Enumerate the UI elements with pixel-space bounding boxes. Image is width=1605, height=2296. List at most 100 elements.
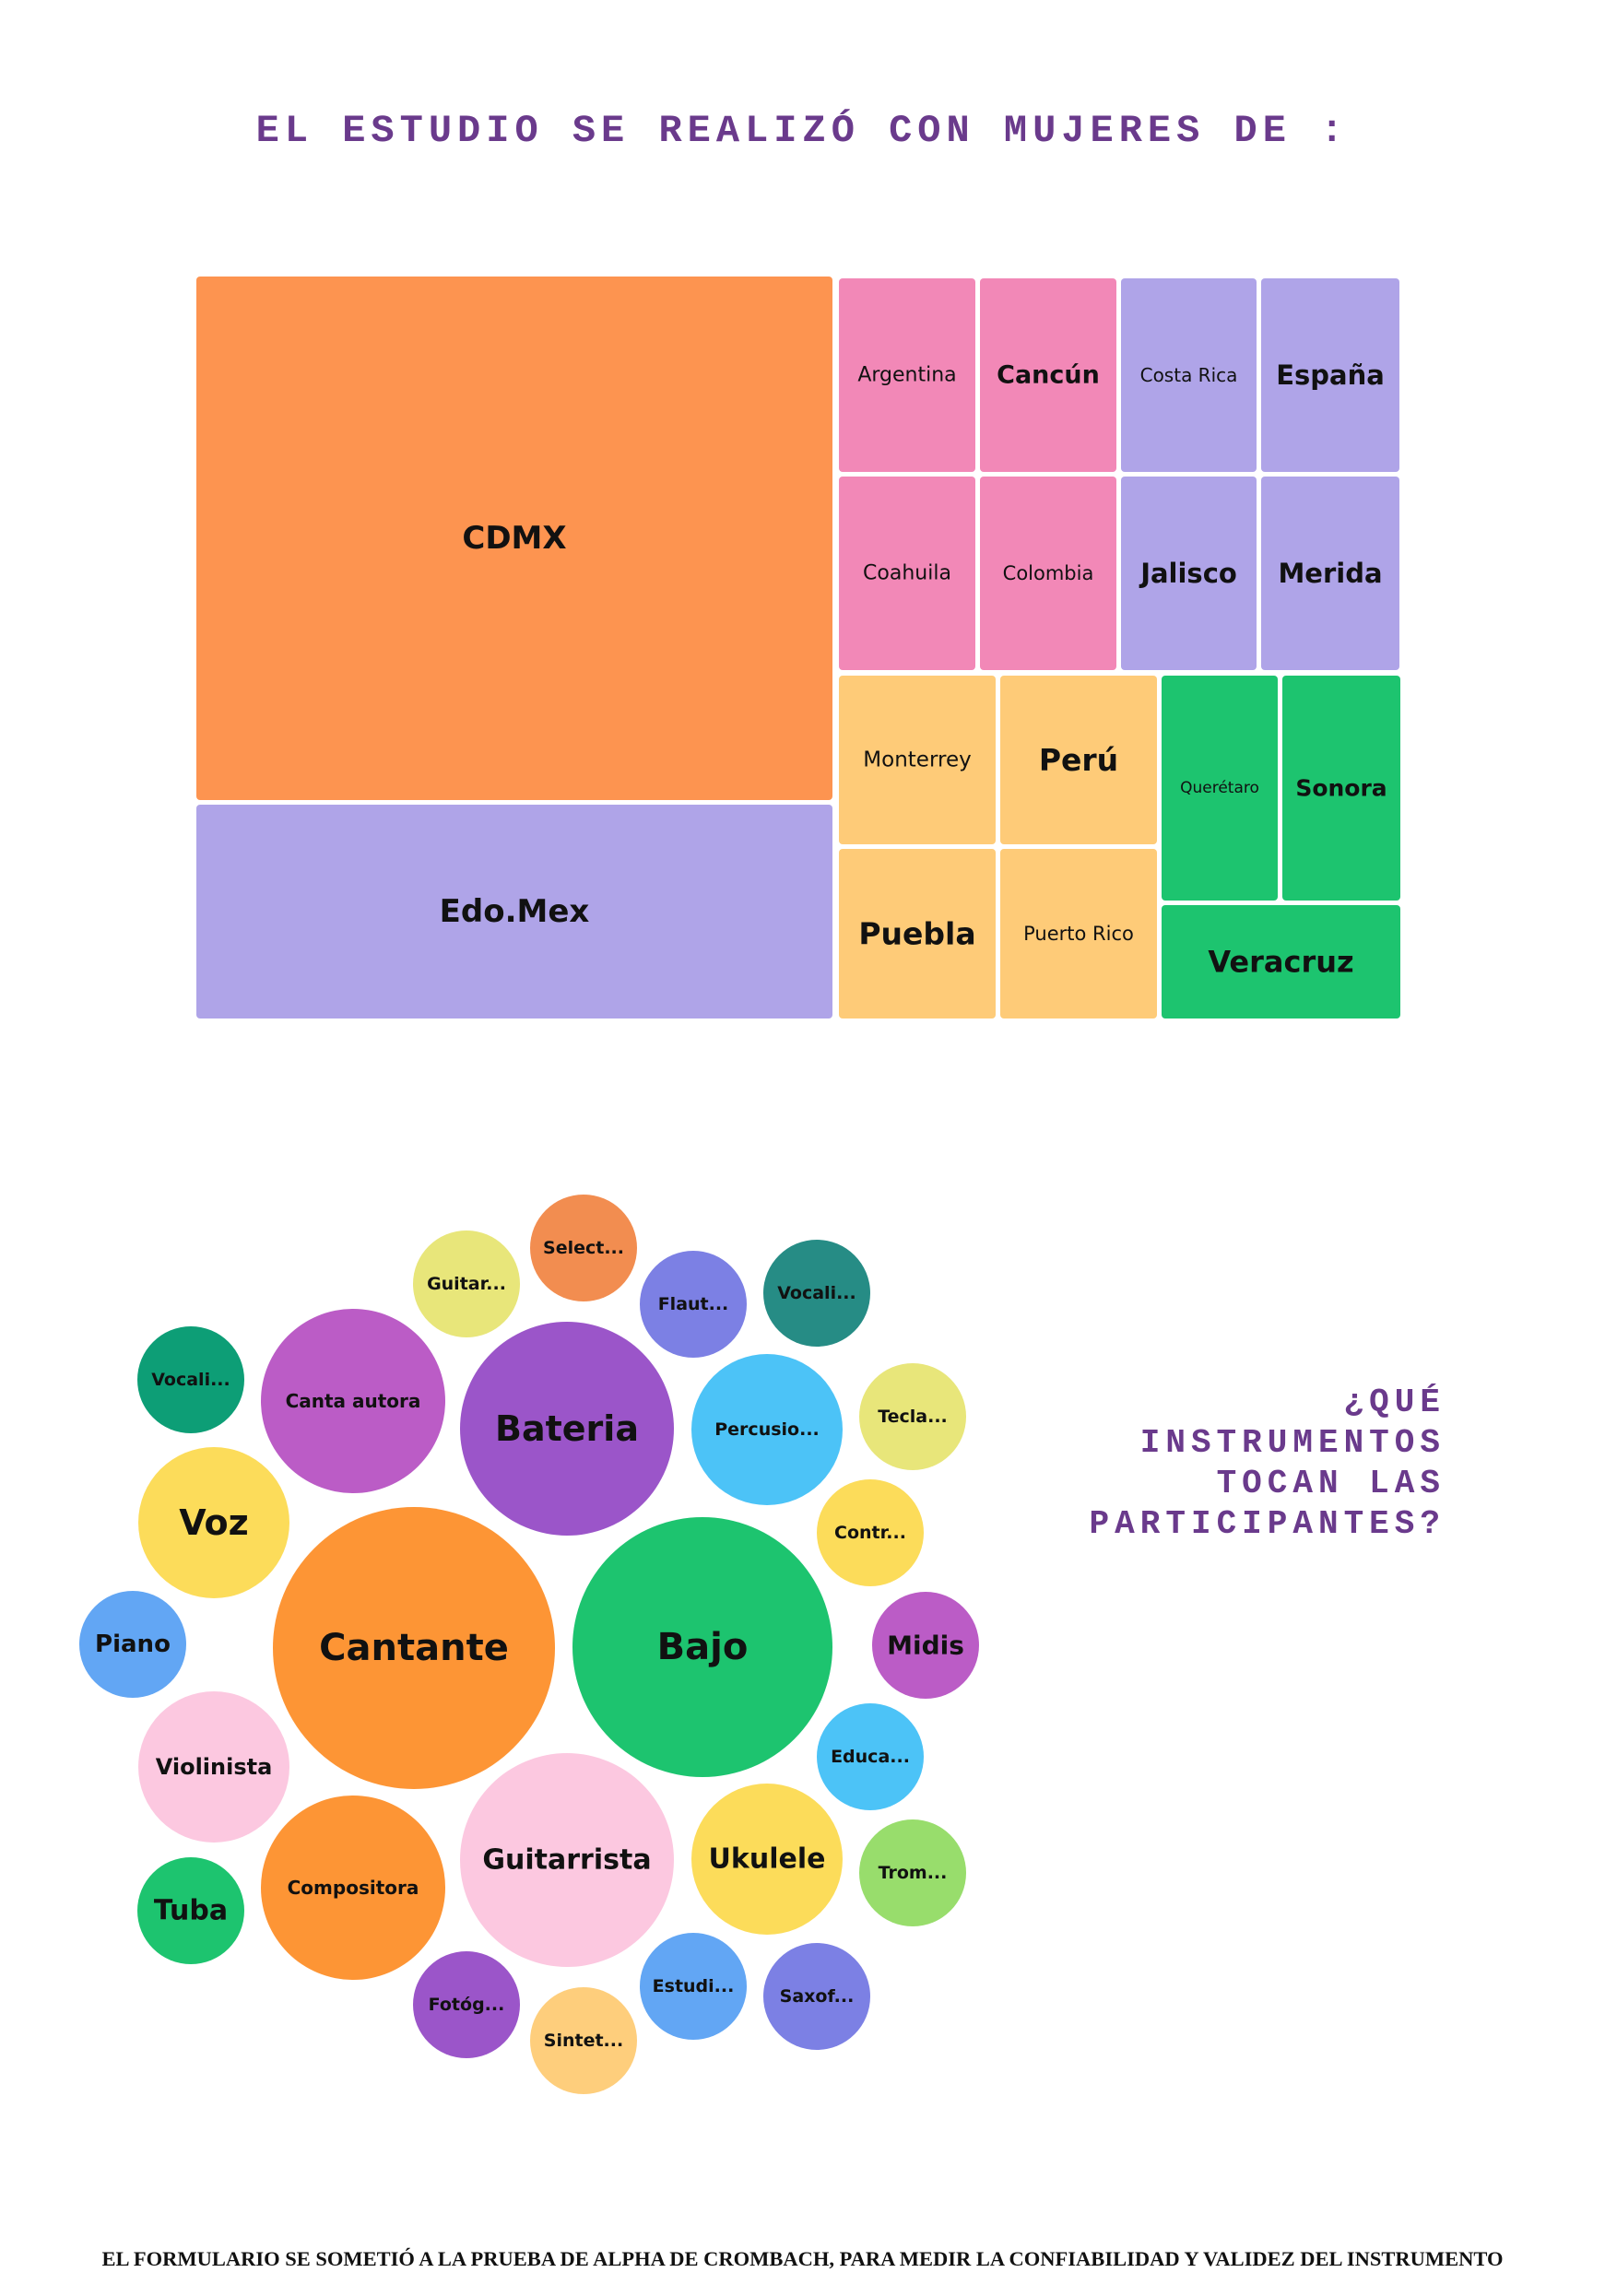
treemap-label: Sonora [1295, 775, 1387, 802]
bubble-label: Fotóg... [429, 1995, 505, 2015]
bubble-circle-tuba-21 [137, 1857, 244, 1964]
treemap-label: España [1276, 359, 1385, 391]
bubble-label: Voz [179, 1502, 249, 1543]
bubble-flaut-12: Flaut... [640, 1251, 747, 1358]
bubble-label: Bateria [495, 1408, 639, 1449]
bubble-vocali-13: Vocali... [763, 1240, 870, 1347]
footer-note: EL FORMULARIO SE SOMETIÓ A LA PRUEBA DE … [101, 2247, 1504, 2270]
bubble-voz-6: Voz [138, 1447, 289, 1598]
treemap-rect-puebla-12 [839, 849, 996, 1018]
treemap-cell-cdmx-0: CDMX [196, 277, 832, 800]
bubble-label: Sintet... [544, 2031, 623, 2051]
treemap-label: CDMX [462, 520, 566, 557]
bubble-label: Flaut... [658, 1294, 729, 1314]
treemap-cell-colombia-7: Colombia [980, 477, 1116, 670]
bubble-circle-guitar-11 [413, 1230, 520, 1337]
bubble-circle-cantante-0 [273, 1507, 555, 1789]
treemap-rect-monterrey-10 [839, 676, 996, 844]
bubble-sintet-25: Sintet... [530, 1987, 637, 2094]
treemap-label: Monterrey [863, 748, 971, 772]
treemap-label: Costa Rica [1140, 364, 1238, 386]
bubble-label: Select... [543, 1238, 624, 1258]
bubble-canta-autora-4: Canta autora [261, 1309, 445, 1493]
treemap-rect-peru-11 [1000, 676, 1157, 844]
treemap-label: Puebla [858, 916, 975, 952]
bubble-percusio-8: Percusio... [691, 1354, 843, 1505]
treemap-label: Edo.Mex [440, 893, 590, 930]
treemap-cell-sonora-15: Sonora [1282, 676, 1400, 901]
treemap-label: Colombia [1003, 562, 1094, 584]
treemap-label: Argentina [857, 364, 956, 387]
bubble-circle-educa-19 [817, 1703, 924, 1810]
bubble-circle-vocali-13 [763, 1240, 870, 1347]
bubble-circle-sintet-25 [530, 1987, 637, 2094]
bubble-contr-16: Contr... [817, 1479, 924, 1586]
treemap-rect-costa-rica-4 [1121, 278, 1257, 472]
bubble-circle-midis-18 [872, 1592, 979, 1699]
bubble-label: Contr... [834, 1523, 906, 1543]
bubble-label: Compositora [288, 1877, 419, 1899]
treemap-rect-cancun-3 [980, 278, 1116, 472]
bubble-label: Midis [887, 1631, 964, 1661]
treemap-rect-colombia-7 [980, 477, 1116, 670]
bubble-select-10: Select... [530, 1195, 637, 1301]
bubble-piano-17: Piano [79, 1591, 186, 1698]
bubble-guitar-11: Guitar... [413, 1230, 520, 1337]
treemap-rect-sonora-15 [1282, 676, 1400, 901]
bubble-label: Percusio... [714, 1419, 820, 1440]
treemap-cell-espana-5: España [1261, 278, 1399, 472]
treemap-cell-jalisco-8: Jalisco [1121, 477, 1257, 670]
treemap-label: Coahuila [863, 562, 951, 585]
treemap-rect-queretaro-14 [1162, 676, 1278, 901]
bubble-label: Educa... [831, 1747, 910, 1767]
treemap-cell-edo-mex-1: Edo.Mex [196, 805, 832, 1018]
bubble-label: Piano [95, 1631, 171, 1658]
treemap-cell-monterrey-10: Monterrey [839, 676, 996, 844]
instruments-bubble-chart: Cantante Bajo Bateria Guitarrista Canta auto… [79, 1195, 979, 2094]
bubble-trom-20: Trom... [859, 1819, 966, 1926]
bubble-label: Bajo [657, 1626, 749, 1668]
treemap-cell-queretaro-14: Querétaro [1162, 676, 1278, 901]
bubble-circle-canta-autora-4 [261, 1309, 445, 1493]
bubble-midis-18: Midis [872, 1592, 979, 1699]
regions-title: EL ESTUDIO SE REALIZÓ CON MUJERES DE : [255, 109, 1350, 153]
bubble-label: Trom... [879, 1863, 948, 1883]
bubble-circle-saxof-23 [763, 1943, 870, 2050]
bubble-circle-guitarrista-3 [460, 1753, 674, 1967]
treemap-rect-jalisco-8 [1121, 477, 1257, 670]
bubble-saxof-23: Saxof... [763, 1943, 870, 2050]
bubble-label: Violinista [156, 1754, 273, 1780]
treemap-cell-costa-rica-4: Costa Rica [1121, 278, 1257, 472]
bubble-label: Guitarrista [482, 1844, 651, 1877]
bubble-educa-19: Educa... [817, 1703, 924, 1810]
bubble-circle-select-10 [530, 1195, 637, 1301]
bubble-circle-fotog-24 [413, 1951, 520, 2058]
bubble-circle-violinista-9 [138, 1691, 289, 1843]
bubble-label: Canta autora [286, 1390, 421, 1412]
bubble-tecla-15: Tecla... [859, 1363, 966, 1470]
treemap-label: Perú [1039, 742, 1118, 778]
treemap-cell-veracruz-16: Veracruz [1162, 905, 1400, 1018]
bubble-label: Vocali... [151, 1370, 230, 1390]
regions-treemap: CDMX Edo.Mex Argentina Cancún Costa Rica Espa… [196, 277, 1400, 1018]
bubble-label: Guitar... [427, 1274, 506, 1294]
instruments-title: ¿QUÉ INSTRUMENTOS TOCAN LAS PARTICIPANTE… [1089, 1383, 1446, 1543]
treemap-cell-cancun-3: Cancún [980, 278, 1116, 472]
bubble-label: Vocali... [777, 1283, 856, 1303]
treemap-cell-coahuila-6: Coahuila [839, 477, 975, 670]
bubble-tuba-21: Tuba [137, 1857, 244, 1964]
treemap-rect-espana-5 [1261, 278, 1399, 472]
treemap-rect-merida-9 [1261, 477, 1399, 670]
bubble-cantante-0: Cantante [273, 1507, 555, 1789]
bubble-bateria-2: Bateria [460, 1322, 674, 1536]
treemap-cell-argentina-2: Argentina [839, 278, 975, 472]
treemap-label: Jalisco [1139, 558, 1237, 589]
bubble-circle-bateria-2 [460, 1322, 674, 1536]
treemap-rect-cdmx-0 [196, 277, 832, 800]
treemap-label: Puerto Rico [1023, 923, 1134, 945]
treemap-cell-puerto-rico-13: Puerto Rico [1000, 849, 1157, 1018]
bubble-circle-flaut-12 [640, 1251, 747, 1358]
bubble-label: Ukulele [709, 1843, 826, 1876]
treemap-label: Veracruz [1208, 945, 1353, 980]
treemap-label: Querétaro [1180, 779, 1259, 797]
